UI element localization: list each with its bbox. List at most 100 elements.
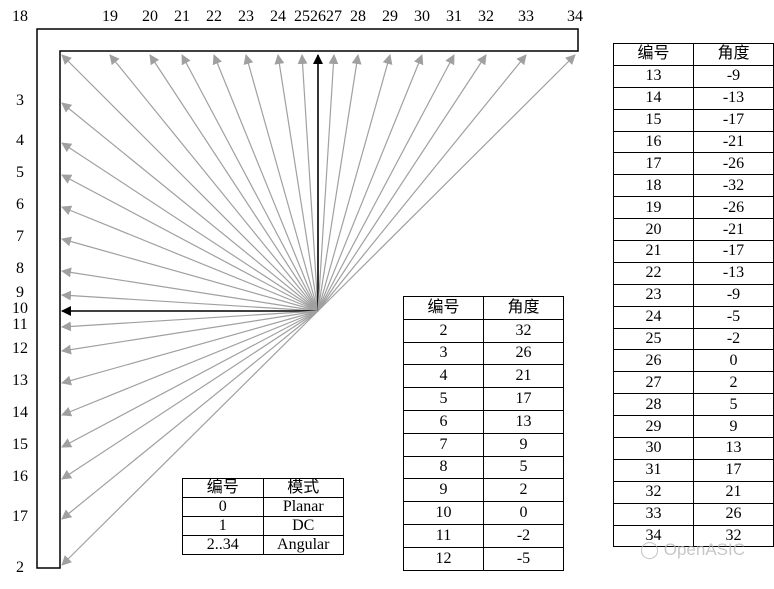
header: 角度 [483,296,564,320]
mode-label: 19 [102,8,118,25]
mode-arrow-6 [61,205,319,312]
cell: -13 [693,261,774,285]
cell: 32 [483,318,564,343]
mode-label: 15 [12,436,28,453]
cell: 31 [613,458,694,482]
mode-arrow-19 [109,54,319,312]
header: 编号 [613,43,694,66]
mode-label: 34 [567,8,583,25]
cell: 0 [693,349,774,373]
cell: -21 [693,130,774,154]
table-row: 5 17 [403,387,564,411]
table-row: 25 -2 [613,327,774,351]
table-row: 31 17 [613,458,774,482]
cell: -9 [693,283,774,307]
cell: 5 [403,387,484,411]
mode-label: 23 [238,8,254,25]
mode-label: 31 [446,8,462,25]
table-row: 2..34 Angular [182,535,344,555]
cell: 30 [613,437,694,460]
cell: 29 [613,415,694,439]
mode-arrow-3 [61,102,319,312]
cell: 19 [613,196,694,220]
mode-label: 17 [12,508,28,525]
mode-arrow-9 [61,290,319,312]
mode-label: 10 [12,300,28,317]
header: 编号 [403,296,484,320]
table-row: 28 5 [613,393,774,417]
cell: 21 [483,364,564,389]
cell: 16 [613,130,694,154]
cell: 21 [613,240,694,263]
mode-arrow-33 [317,54,527,312]
table-row: 3 26 [403,341,564,366]
cell: 20 [613,218,694,242]
mode-label: 32 [478,8,494,25]
cell: Angular [262,535,344,555]
mode-arrow-20 [149,54,319,312]
cell: -21 [693,218,774,242]
cell: 15 [613,108,694,132]
mode-label: 9 [16,284,24,301]
table-row: 6 13 [403,409,564,434]
mode-label: 8 [16,260,24,277]
mode-table: 编号 模式 0 Planar 1 DC 2..34 Angular [182,478,344,555]
cell: 13 [613,64,694,88]
angle-table-2-12: 编号 角度 2 32 3 26 4 21 5 17 6 13 7 9 8 5 9 2 10 0 11 -2 12 -5 [403,296,564,571]
mode-label: 12 [12,340,28,357]
cell: 32 [613,480,694,504]
mode-label: 16 [12,468,28,485]
cell: -32 [693,174,774,198]
table-row: 32 21 [613,480,774,504]
cell: 9 [483,432,564,457]
cell: 5 [483,455,564,480]
table-row: 20 -21 [613,218,774,242]
cell: DC [262,516,344,536]
cell: 26 [613,349,694,373]
header: 模式 [262,478,344,498]
mode-label: 13 [12,372,28,389]
table-row: 17 -26 [613,152,774,176]
cell: 10 [403,501,484,525]
mode-arrow-27 [317,54,339,312]
mode-label: 2 [16,559,24,576]
cell: -9 [693,64,774,88]
header: 角度 [693,43,774,66]
mode-arrow-4 [61,142,319,312]
mode-arrow-29 [317,54,393,312]
mode-label: 14 [12,404,28,421]
mode-arrow-21 [181,54,319,312]
cell: 17 [483,387,564,411]
cell: 25 [613,327,694,351]
mode-arrow-32 [317,54,487,312]
mode-arrow-5 [61,174,319,312]
table-row: 27 2 [613,371,774,395]
cell: -26 [693,196,774,220]
mode-arrow-15 [61,310,319,448]
cell: -5 [483,546,564,571]
mode-label: 21 [174,8,190,25]
mode-label: 26 [310,8,326,25]
mode-label: 6 [16,196,24,213]
mode-label: 33 [518,8,534,25]
table-row: 29 9 [613,415,774,439]
cell: 2 [483,478,564,503]
mode-arrow-7 [61,236,319,312]
cell: 13 [693,437,774,460]
mode-label: 20 [142,8,158,25]
cell: Planar [262,497,344,517]
table-row: 30 13 [613,437,774,460]
cell: 14 [613,86,694,110]
table-row: 22 -13 [613,261,774,285]
mode-arrow-11 [61,310,319,332]
mode-label: 5 [16,164,24,181]
mode-label: 22 [206,8,222,25]
mode-arrow-14 [61,310,319,417]
cell: -17 [693,108,774,132]
cell: 33 [613,502,694,526]
mode-label: 29 [382,8,398,25]
header: 编号 [182,478,264,498]
cell: 2 [403,318,484,343]
cell: 23 [613,283,694,307]
